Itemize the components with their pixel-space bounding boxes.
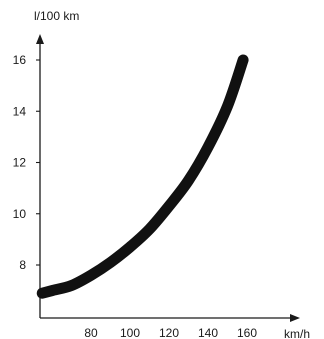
x-tick-label: 80 xyxy=(84,326,98,339)
y-axis-label: l/100 km xyxy=(34,9,79,23)
x-ticks: 80 100 120 140 160 xyxy=(84,326,257,339)
y-tick-label: 12 xyxy=(13,156,27,170)
series-group xyxy=(36,54,249,299)
x-axis-label: km/h xyxy=(284,327,310,339)
x-tick-label: 160 xyxy=(237,326,257,339)
x-tick-label: 100 xyxy=(120,326,140,339)
y-tick-label: 8 xyxy=(19,258,26,272)
axes xyxy=(36,34,300,322)
y-tick-label: 10 xyxy=(13,207,27,221)
x-tick-label: 120 xyxy=(159,326,179,339)
y-tick-label: 14 xyxy=(13,104,27,118)
y-axis-arrow-icon xyxy=(36,34,44,44)
y-tick-label: 16 xyxy=(13,53,27,67)
y-ticks: 8 10 12 14 16 xyxy=(13,53,40,272)
x-tick-label: 140 xyxy=(198,326,218,339)
x-axis-arrow-icon xyxy=(290,314,300,322)
series-line xyxy=(36,54,249,299)
